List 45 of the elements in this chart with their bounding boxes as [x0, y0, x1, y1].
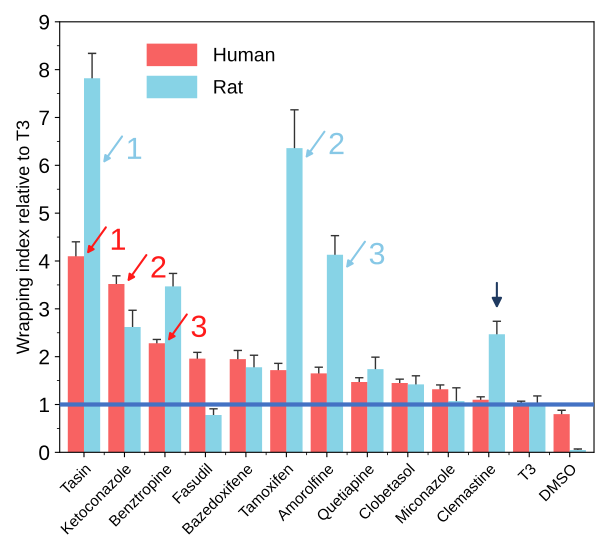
annotation: 2 — [330, 132, 344, 154]
bar — [310, 373, 327, 452]
legend-label: Human — [214, 48, 274, 62]
bar — [529, 404, 546, 452]
bar — [432, 389, 448, 452]
annotation: 1 — [112, 228, 125, 250]
bar — [326, 254, 344, 452]
y-tick-label: 0 — [39, 445, 50, 460]
bar — [270, 370, 286, 452]
annotation: 2 — [152, 256, 166, 278]
bar — [351, 382, 368, 452]
bar — [554, 414, 570, 452]
y-tick-label: 8 — [39, 62, 50, 78]
bar — [68, 256, 84, 452]
annotation: 3 — [192, 315, 206, 338]
y-tick-label: 6 — [39, 158, 50, 174]
bar — [205, 415, 222, 452]
bar — [367, 369, 384, 452]
y-tick-label: 4 — [38, 254, 50, 269]
annotation: 1 — [128, 138, 142, 159]
bar — [230, 359, 246, 452]
bar — [286, 148, 303, 452]
bar — [408, 384, 424, 452]
y-tick-label: 2 — [39, 350, 49, 364]
bar — [148, 343, 165, 452]
y-tick-label: 5 — [39, 206, 50, 221]
y-tick-label: 3 — [39, 302, 50, 317]
bar — [84, 78, 100, 452]
y-axis-title: Wrapping index relative to T3 — [16, 120, 33, 354]
legend-label: Rat — [214, 80, 243, 94]
y-tick-label: 1 — [40, 398, 49, 412]
bar — [472, 400, 489, 452]
bar — [108, 284, 124, 452]
y-tick-label: 7 — [39, 110, 49, 126]
bar — [448, 401, 464, 452]
bar — [513, 404, 530, 452]
bar — [488, 334, 505, 452]
y-tick-label: 9 — [39, 14, 49, 30]
bar — [246, 367, 262, 452]
bar — [189, 358, 206, 452]
bar — [164, 286, 182, 452]
bar — [392, 382, 408, 452]
annotation: 3 — [370, 242, 384, 264]
x-tick-label: T3 — [517, 462, 537, 482]
bar — [124, 327, 141, 452]
